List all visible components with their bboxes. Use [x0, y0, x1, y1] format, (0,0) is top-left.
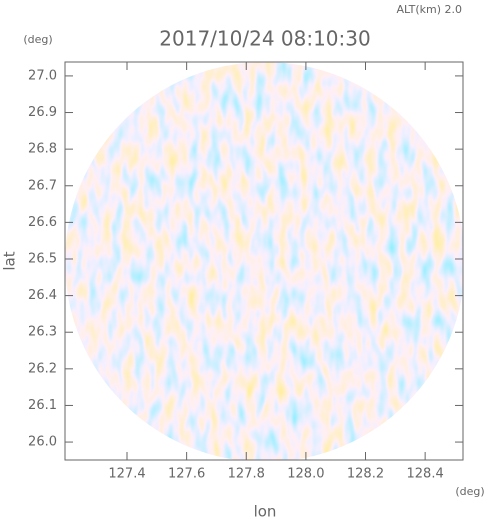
y-tick-label: 26.0 [28, 435, 57, 450]
x-tick-label: 128.0 [287, 467, 324, 482]
plot-frame [64, 61, 464, 461]
y-tick-label: 26.4 [28, 288, 57, 303]
echo-pattern [65, 62, 463, 460]
y-tick-label: 27.0 [28, 68, 57, 83]
y-axis-title: lat [1, 251, 19, 270]
y-tick-label: 26.2 [28, 361, 57, 376]
y-tick-label: 26.5 [28, 251, 57, 266]
x-tick-label: 128.4 [407, 467, 444, 482]
y-tick-label: 26.8 [28, 142, 57, 157]
x-tick-label: 127.6 [168, 467, 205, 482]
y-tick-label: 26.3 [28, 325, 57, 340]
y-tick-label: 26.6 [28, 215, 57, 230]
y-tick-label: 26.1 [28, 398, 57, 413]
y-tick-label: 26.7 [28, 178, 57, 193]
radar-field [65, 62, 463, 460]
y-unit: (deg) [23, 33, 52, 46]
chart-title: 2017/10/24 08:10:30 [159, 27, 370, 51]
subtitle: ALT(km) 2.0 [396, 3, 462, 16]
x-axis-title: lon [254, 503, 277, 521]
x-tick-label: 127.4 [108, 467, 145, 482]
x-tick-label: 128.2 [347, 467, 384, 482]
y-tick-label: 26.9 [28, 105, 57, 120]
x-unit: (deg) [455, 485, 484, 498]
x-tick-label: 127.8 [228, 467, 265, 482]
